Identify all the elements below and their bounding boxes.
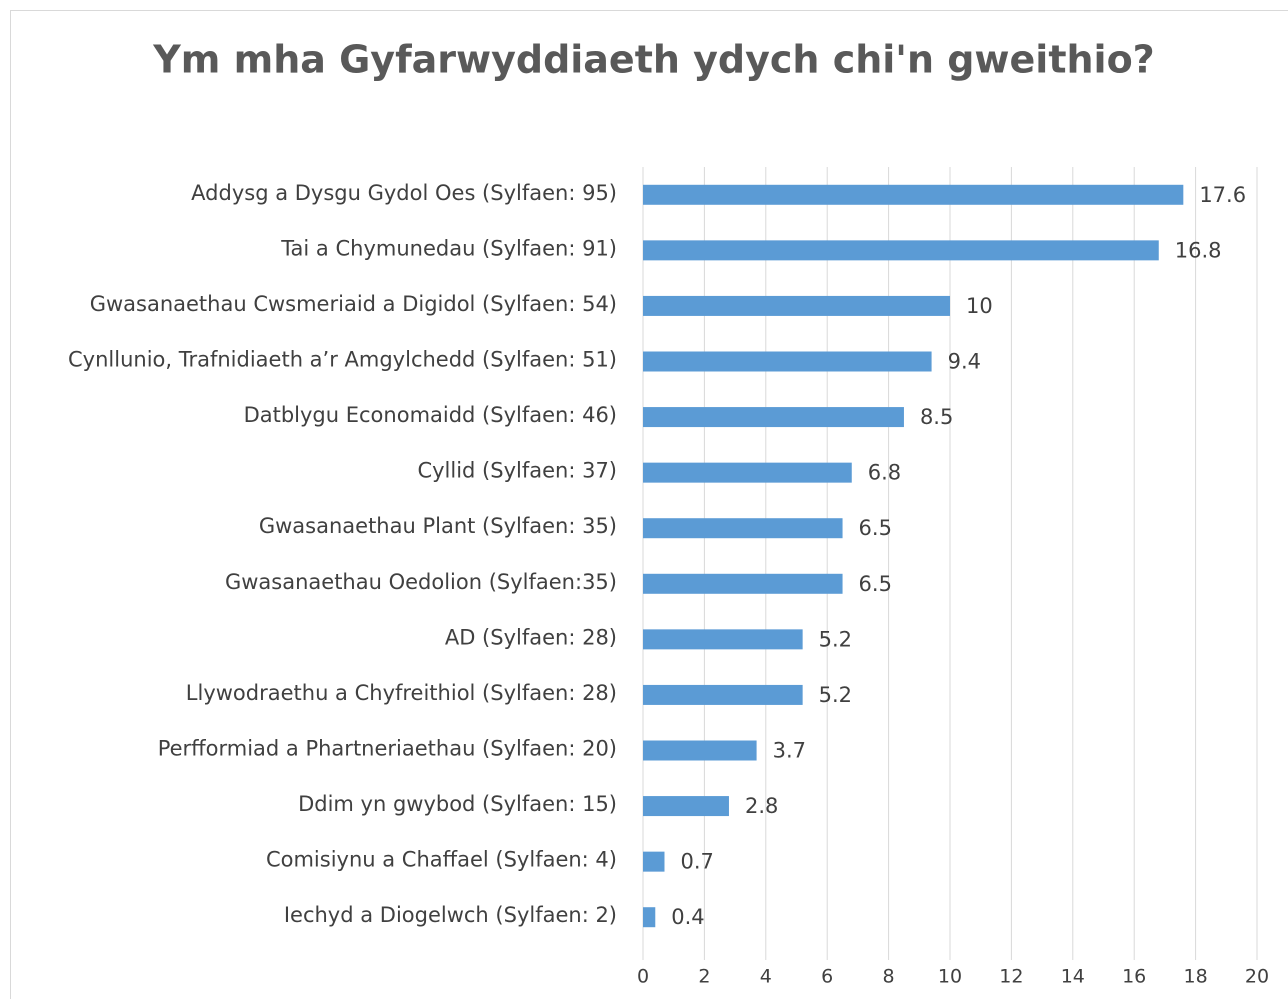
data-label: 9.4 — [948, 350, 981, 374]
y-tick-label: Datblygu Economaidd (Sylfaen: 46) — [244, 403, 617, 427]
x-tick-label: 8 — [883, 966, 895, 988]
chart-frame — [10, 10, 1288, 999]
x-tick-label: 14 — [1061, 966, 1085, 988]
data-label: 3.7 — [773, 739, 806, 763]
y-tick-label: Iechyd a Diogelwch (Sylfaen: 2) — [284, 903, 617, 927]
y-tick-label: Perfformiad a Phartneriaethau (Sylfaen: … — [158, 737, 617, 761]
bar — [643, 796, 729, 817]
y-tick-label: Addysg a Dysgu Gydol Oes (Sylfaen: 95) — [191, 181, 617, 205]
data-label: 16.8 — [1175, 238, 1222, 262]
y-tick-label: Comisiynu a Chaffael (Sylfaen: 4) — [266, 848, 617, 872]
data-label: 5.2 — [819, 683, 852, 707]
y-tick-label: Cyllid (Sylfaen: 37) — [417, 459, 617, 483]
bar — [643, 851, 665, 872]
bar — [643, 518, 843, 539]
bar — [643, 351, 932, 372]
x-tick-label: 2 — [698, 966, 710, 988]
x-tick-label: 20 — [1245, 966, 1269, 988]
y-tick-label: Llywodraethu a Chyfreithiol (Sylfaen: 28… — [186, 681, 617, 705]
y-tick-label: Gwasanaethau Plant (Sylfaen: 35) — [259, 514, 617, 538]
y-tick-label: Tai a Chymunedau (Sylfaen: 91) — [280, 236, 617, 260]
bar — [643, 573, 843, 594]
x-tick-label: 6 — [821, 966, 833, 988]
x-tick-label: 0 — [637, 966, 649, 988]
x-tick-label: 12 — [999, 966, 1023, 988]
data-label: 6.8 — [868, 461, 901, 485]
x-tick-label: 10 — [938, 966, 962, 988]
data-label: 5.2 — [819, 627, 852, 651]
x-tick-label: 16 — [1122, 966, 1146, 988]
bar — [643, 184, 1184, 205]
bar — [643, 407, 904, 428]
x-tick-label: 4 — [760, 966, 772, 988]
data-label: 6.5 — [859, 572, 892, 596]
y-tick-label: Gwasanaethau Oedolion (Sylfaen:35) — [225, 570, 617, 594]
data-label: 8.5 — [920, 405, 953, 429]
bar — [643, 240, 1159, 261]
y-tick-label: AD (Sylfaen: 28) — [445, 625, 617, 649]
y-tick-label: Cynllunio, Trafnidiaeth a’r Amgylchedd (… — [68, 348, 617, 372]
data-label: 10 — [966, 294, 993, 318]
bar — [643, 629, 803, 650]
bar — [643, 907, 656, 928]
data-label: 6.5 — [859, 516, 892, 540]
data-label: 2.8 — [745, 794, 778, 818]
y-tick-label: Gwasanaethau Cwsmeriaid a Digidol (Sylfa… — [90, 292, 617, 316]
bar — [643, 462, 852, 483]
data-label: 17.6 — [1199, 183, 1246, 207]
data-label: 0.4 — [671, 905, 704, 929]
data-label: 0.7 — [680, 850, 713, 874]
x-tick-label: 18 — [1184, 966, 1208, 988]
y-tick-label: Ddim yn gwybod (Sylfaen: 15) — [298, 792, 617, 816]
bar — [643, 684, 803, 705]
bar — [643, 740, 757, 761]
bar — [643, 295, 950, 316]
chart-title: Ym mha Gyfarwyddiaeth ydych chi'n gweith… — [152, 38, 1154, 82]
